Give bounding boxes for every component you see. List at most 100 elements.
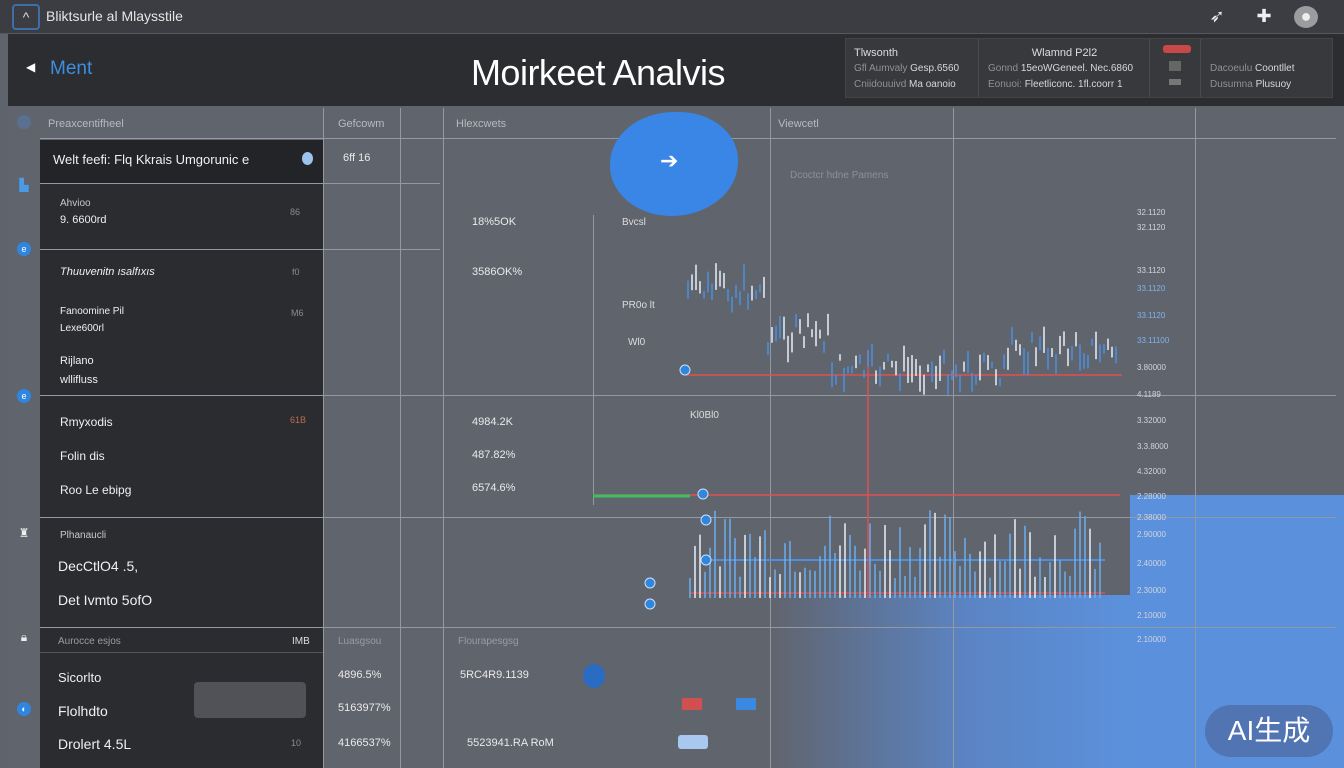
row-divider [40,517,1336,518]
cursor-icon[interactable]: ➶ [1209,6,1225,26]
chart-label: Wl0 [628,337,646,348]
indicator-icon [1169,79,1181,85]
section-header: Aurocce esjos [58,636,121,647]
preview-thumbnail[interactable] [194,682,306,718]
axis-tick-label: 2.90000 [1137,530,1166,539]
column-divider [400,108,401,768]
column-header[interactable]: Viewcetl [778,118,819,130]
row-title: Flolhdto [58,703,108,719]
info-label: Dacoeulu [1210,63,1253,74]
chart-icon[interactable]: ▙ [19,178,29,192]
axis-tick-label: 33.1120 [1137,266,1166,275]
row-label: Plhanaucli [60,530,107,541]
axis-tick-label: 2.40000 [1137,559,1166,568]
column-divider [770,108,771,768]
chart-faint-title: Dcoctcr hdne Pamens [790,170,889,181]
app-title: Bliktsurle al Mlaysstile [46,8,183,24]
row-divider [40,183,440,184]
chart-point [697,488,709,500]
axis-tick-label: 3.32000 [1137,416,1166,425]
axis-tick-label: 33.1120 [1137,284,1166,293]
row-title: Fanoomine Pil [60,306,124,317]
column-divider [953,108,954,768]
tool-icon[interactable]: ✚ [1256,6,1272,26]
row-divider [40,395,1336,396]
page-title: Moirkeet Analvis [470,52,726,93]
row-title: Drolert 4.5L [58,736,132,752]
info-card: Dacoeulu Coontllet Dusumna Plusuoy [1202,39,1332,97]
row-divider [40,249,440,250]
row-label: Ahvioo [60,198,91,209]
column-divider [323,108,324,768]
status-blue-box [736,698,756,710]
row-value: 4896.5% [338,669,382,681]
row-badge: M6 [291,308,304,318]
info-value: 15eoWGeneel. Nec.6860 [1020,63,1134,74]
person-icon[interactable]: ♜ [18,526,30,540]
row-badge: f0 [292,267,300,277]
info-label: Gfl Aumvaly [854,63,908,74]
menu-button[interactable]: Ment [50,58,93,79]
info-card: Tlwsonth Gfl Aumvaly Gesp.6560 Cniidouui… [846,39,979,97]
sidebar-icon[interactable] [17,115,31,129]
row-badge: 10 [291,738,302,748]
highlight-area [770,595,1130,768]
row-value: 4166537% [338,737,391,749]
section-header: Flourapesgsg [458,636,519,647]
info-value: Gesp.6560 [910,63,960,74]
refresh-icon[interactable]: e [17,242,31,256]
axis-tick-label: 32.1120 [1137,208,1166,217]
toggle-button[interactable] [678,735,708,749]
axis-tick-label: 2.28000 [1137,492,1166,501]
info-icon[interactable] [302,152,313,165]
ai-generated-badge: AI生成 [1205,705,1333,757]
axis-tick-label: 3.80000 [1137,363,1166,372]
action-button[interactable] [583,664,605,688]
row-value: 5163977% [338,702,391,714]
collapse-chevron-icon[interactable]: ^ [12,4,40,30]
info-heading: Tlwsonth [854,47,899,59]
column-header[interactable]: Preaxcentifheel [48,118,124,130]
row-subtitle: wllifluss [60,374,98,386]
axis-tick-label: 32.1120 [1137,223,1166,232]
forward-icon[interactable]: ➔ [660,148,679,173]
column-header[interactable]: Hlexcwets [456,118,507,130]
info-value: Fleetliconc. 1fl.coorr 1 [1024,79,1123,90]
left-panel [40,140,323,768]
globe-icon[interactable]: ◐ [17,702,31,716]
info-card: Wlamnd P2l2 Gonnd 15eoWGeneel. Nec.6860 … [980,39,1150,97]
info-value: Coontllet [1255,63,1295,74]
indicator-icon [1169,61,1181,71]
axis-tick-label: 4.1189 [1137,390,1161,399]
title-bar [0,0,1344,34]
column-divider [593,215,594,505]
chart-label: Kl0Bl0 [690,410,719,421]
profile-icon[interactable]: ● [1294,6,1318,28]
row-title: 9. 6600rd [60,214,107,226]
row-value: 5523941.RA RoM [467,737,554,749]
axis-tick-label: 2.10000 [1137,611,1166,620]
row-divider [40,652,323,653]
row-value: 18%5OK [472,216,517,228]
row-badge: 86 [290,207,301,217]
row-title: Thuuvenitn ısalfıxıs [60,266,155,278]
section-badge: IMB [292,636,310,647]
chart-point [700,554,712,566]
row-title: Roo Le ebipg [60,483,132,497]
axis-tick-label: 2.30000 [1137,586,1166,595]
status-indicator-red [1163,45,1191,53]
row-badge: 61B [290,415,307,425]
refresh-icon[interactable]: e [17,389,31,403]
chart-label: PR0o lt [622,300,655,311]
axis-tick-label: 33.11100 [1137,336,1170,345]
column-header[interactable]: Gefcowm [338,118,385,130]
row-title: Rmyxodis [60,415,113,429]
row-subtitle: Lexe600rl [60,323,104,334]
play-bubble[interactable] [610,112,738,216]
selected-row[interactable] [40,140,323,183]
lock-icon[interactable]: 🔒︎ [20,630,28,644]
back-icon[interactable]: ◀ [26,60,36,74]
info-panel: Tlwsonth Gfl Aumvaly Gesp.6560 Cniidouui… [845,38,1333,98]
axis-tick-label: 33.1120 [1137,311,1166,320]
